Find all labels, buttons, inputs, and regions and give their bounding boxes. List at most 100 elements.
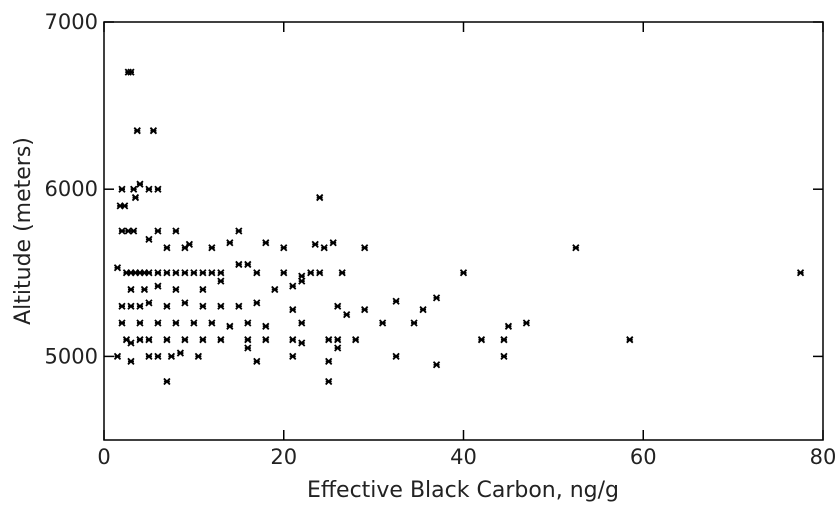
point [320,244,328,252]
point [500,352,508,361]
point [244,336,252,344]
point [199,302,207,310]
point [145,185,153,193]
point [334,344,342,352]
point [253,357,261,366]
point [235,302,243,310]
point [154,185,162,193]
point [500,336,508,344]
point [208,269,216,277]
point [208,319,216,327]
point [118,227,126,235]
point [244,344,252,352]
point [316,193,324,202]
point [352,336,360,344]
point [163,377,171,386]
point [253,299,261,307]
y-tick-label: 5000 [45,344,98,368]
point [190,269,198,277]
point [163,269,171,277]
point [181,299,189,307]
point [154,269,162,277]
point [235,260,243,269]
point [163,336,171,344]
point [477,336,486,344]
point [136,302,144,310]
point [113,264,122,272]
point [172,227,180,235]
point [343,310,351,319]
point [244,260,252,269]
point [136,336,144,344]
point [329,239,337,247]
point [392,352,400,361]
point [127,285,135,294]
point [244,319,252,327]
point [133,127,141,135]
point [410,319,418,327]
point [262,239,270,247]
point [145,299,153,307]
x-tick-label: 80 [810,445,837,469]
point [325,336,333,344]
point [154,282,162,290]
point [572,244,580,252]
point [361,305,369,314]
point [199,269,207,277]
y-tick-label: 7000 [45,10,98,34]
y-tick-label: 6000 [45,177,98,201]
point [136,180,144,188]
point [181,336,189,344]
point [130,227,138,235]
point [124,227,132,235]
point [154,227,162,235]
point [280,244,288,252]
point [113,352,122,361]
point [307,269,315,277]
x-tick-label: 20 [270,445,297,469]
point [172,285,180,294]
point [311,240,319,249]
point [127,339,135,347]
point [262,322,270,330]
point [226,239,234,247]
point [298,277,306,285]
point [280,269,288,277]
point [172,269,180,277]
point [298,339,306,347]
point [378,319,387,327]
point [316,269,324,277]
point [217,269,225,277]
point [181,269,189,277]
point [334,336,342,344]
point [289,352,297,361]
point [325,377,333,386]
point [522,319,531,327]
point [130,185,138,193]
point [338,269,346,277]
point [118,319,126,327]
plot-frame [103,21,824,441]
point [289,305,297,314]
point [226,322,234,330]
point [253,269,261,277]
point [145,235,153,243]
point [118,302,126,310]
point [163,302,171,310]
point [167,352,176,361]
point [392,297,400,305]
point [172,319,180,327]
x-tick-label: 0 [97,445,110,469]
point [289,282,297,290]
point [145,336,153,344]
point [145,269,153,277]
point [325,357,333,366]
point [298,319,306,327]
point [154,352,162,361]
point [199,285,207,294]
x-axis-title: Effective Black Carbon, ng/g [307,478,619,503]
point [796,269,805,277]
point [334,302,342,310]
x-tick-label: 60 [630,445,657,469]
